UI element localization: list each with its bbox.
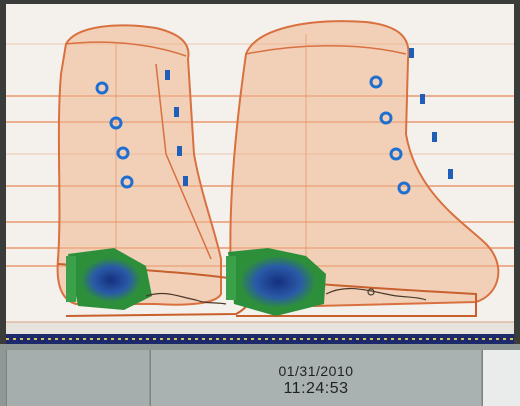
status-info-bar: 01/31/2010 11:24:53 (0, 344, 520, 406)
heel-insert-icon (226, 248, 326, 316)
xray-image-panel (6, 4, 514, 334)
info-cell-datetime: 01/31/2010 11:24:53 (150, 350, 481, 406)
eyelet-icon (369, 75, 411, 195)
info-cell-left (6, 350, 149, 406)
info-cell-right (482, 350, 520, 406)
hook-icon (165, 70, 188, 186)
right-boot (229, 20, 500, 317)
hook-icon (409, 48, 453, 179)
time-label: 11:24:53 (283, 380, 349, 397)
conveyor-dots (6, 338, 514, 340)
xray-scan-image (6, 20, 514, 334)
eyelet-icon (95, 81, 134, 189)
heel-insert-icon (66, 248, 152, 310)
sole-wire-detail (145, 287, 427, 305)
status-strip (6, 334, 514, 344)
date-label: 01/31/2010 (278, 363, 354, 379)
datetime-display: 01/31/2010 11:24:53 (151, 362, 481, 398)
